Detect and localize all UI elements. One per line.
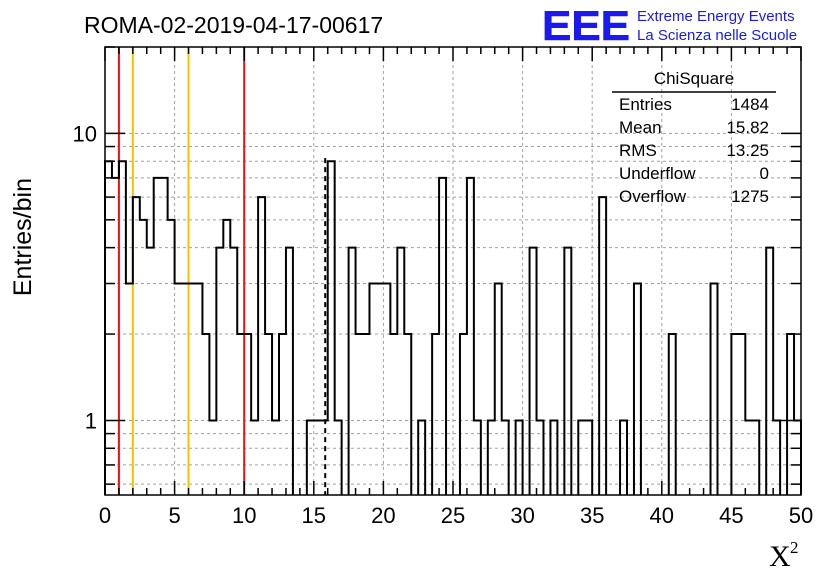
tick-labels: 0 5 10 15 20 25 30 35 40 45 50 1 10 [73,121,814,528]
x-tick-label: 15 [302,503,326,528]
y-tick-label: 1 [85,408,97,433]
stats-mean-value: 15.82 [726,118,769,137]
stats-rms-label: RMS [619,141,657,160]
logo-letters: EEE [542,2,630,49]
eee-logo: EEE Extreme Energy Events La Scienza nel… [542,2,797,50]
stats-entries-value: 1484 [731,95,769,114]
run-title: ROMA-02-2019-04-17-00617 [84,12,383,38]
x-tick-label: 30 [510,503,534,528]
stats-box: ChiSquare Entries 1484 Mean 15.82 RMS 13… [612,69,776,206]
stats-rms-value: 13.25 [726,141,769,160]
x-axis-label-main: X [769,540,791,572]
x-tick-label: 40 [650,503,674,528]
x-tick-label: 20 [371,503,395,528]
y-tick-label: 10 [73,121,97,146]
x-tick-label: 0 [99,503,111,528]
x-axis-label-superscript: 2 [790,538,799,557]
logo-line-2: La Scienza nelle Scuole [637,27,797,44]
reference-lines [117,47,327,495]
x-tick-label: 25 [441,503,465,528]
stats-underflow-value: 0 [760,164,769,183]
grid [105,47,801,495]
stats-mean-label: Mean [619,118,662,137]
stats-entries-label: Entries [619,95,672,114]
histogram-series [104,160,802,495]
axes [104,46,802,496]
x-tick-label: 5 [168,503,180,528]
x-tick-label: 45 [719,503,743,528]
stats-underflow-label: Underflow [619,164,696,183]
x-axis-label: X 2 [769,538,799,572]
stats-overflow-label: Overflow [619,187,687,206]
x-tick-label: 35 [580,503,604,528]
x-tick-label: 50 [789,503,813,528]
logo-line-1: Extreme Energy Events [637,8,795,25]
stats-overflow-value: 1275 [731,187,769,206]
y-axis-label: Entries/bin [9,178,37,296]
stats-title: ChiSquare [654,69,734,88]
x-tick-label: 10 [232,503,256,528]
